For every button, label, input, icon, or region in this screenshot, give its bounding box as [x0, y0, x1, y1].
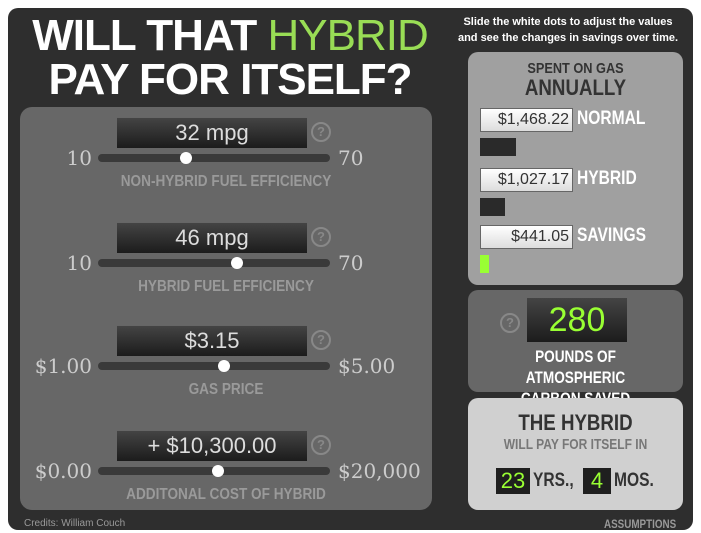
- slider-value: 32 mpg: [117, 117, 307, 148]
- title: THE HYBRID: [518, 410, 633, 435]
- help-icon[interactable]: ?: [311, 227, 331, 247]
- slider-value: 46 mpg: [117, 222, 307, 253]
- instruction: and see the changes in savings over time…: [457, 32, 679, 44]
- slider-min: 10: [66, 251, 92, 275]
- slider-max: $20,000: [338, 459, 421, 483]
- assumptions[interactable]: ASSUMPTIONS: [604, 517, 677, 531]
- slider-track: [98, 154, 330, 162]
- amount: $1,027.17: [480, 168, 573, 192]
- slider-track: [98, 259, 330, 267]
- row-label: NORMAL: [577, 108, 646, 129]
- payback-heading: THE HYBRID WILL PAY FOR ITSELF IN: [468, 410, 683, 453]
- slider-min: $1.00: [34, 354, 92, 378]
- years: 23: [496, 468, 530, 494]
- amount-bar: [480, 198, 505, 216]
- slider-value: $3.15: [117, 325, 307, 356]
- months: 4: [583, 468, 611, 494]
- slider-min: $0.00: [34, 459, 92, 483]
- slider-handle[interactable]: [218, 360, 230, 372]
- help-icon[interactable]: ?: [311, 122, 331, 142]
- slider-min: 10: [66, 146, 92, 170]
- heading: SPENT ON GAS: [527, 60, 624, 77]
- amount-bar: [480, 138, 516, 156]
- row-label: SAVINGS: [577, 225, 646, 246]
- spent-heading: SPENT ON GAS ANNUALLY: [468, 60, 683, 99]
- credits: Credits: William Couch: [24, 518, 126, 529]
- instruction: Slide the white dots to adjust the value…: [463, 16, 673, 28]
- row-label: HYBRID: [577, 168, 637, 189]
- slider-value: + $10,300.00: [117, 430, 307, 461]
- slider-handle[interactable]: [231, 257, 243, 269]
- slider-label: NON-HYBRID FUEL EFFICIENCY: [120, 173, 332, 190]
- slider-max: 70: [338, 251, 364, 275]
- amount-bar: [480, 255, 489, 273]
- slider-track: [98, 362, 330, 370]
- carbon-value: 280: [527, 298, 627, 342]
- slider-handle[interactable]: [180, 152, 192, 164]
- amount: $1,468.22: [480, 108, 573, 132]
- help-icon[interactable]: ?: [311, 330, 331, 350]
- help-icon[interactable]: ?: [500, 313, 520, 333]
- slider-label: HYBRID FUEL EFFICIENCY: [138, 278, 314, 295]
- title: WILL THAT HYBRID PAY FOR ITSELF?: [20, 14, 440, 102]
- title-line2: PAY FOR ITSELF?: [48, 55, 412, 104]
- subtitle: WILL PAY FOR ITSELF IN: [503, 436, 648, 453]
- amount: $441.05: [480, 225, 573, 249]
- years-unit: YRS.,: [533, 470, 574, 491]
- title-highlight: HYBRID: [267, 11, 428, 60]
- slider-label: ADDITONAL COST OF HYBRID: [126, 486, 326, 503]
- months-unit: MOS.: [614, 470, 654, 491]
- label: POUNDS OF ATMOSPHERIC: [525, 347, 626, 387]
- help-icon[interactable]: ?: [311, 435, 331, 455]
- title-start: WILL THAT: [32, 11, 257, 60]
- subheading: ANNUALLY: [524, 75, 627, 100]
- instructions: Slide the white dots to adjust the value…: [448, 14, 688, 46]
- slider-label: GAS PRICE: [188, 381, 264, 398]
- slider-handle[interactable]: [212, 465, 224, 477]
- slider-max: 70: [338, 146, 364, 170]
- slider-max: $5.00: [338, 354, 396, 378]
